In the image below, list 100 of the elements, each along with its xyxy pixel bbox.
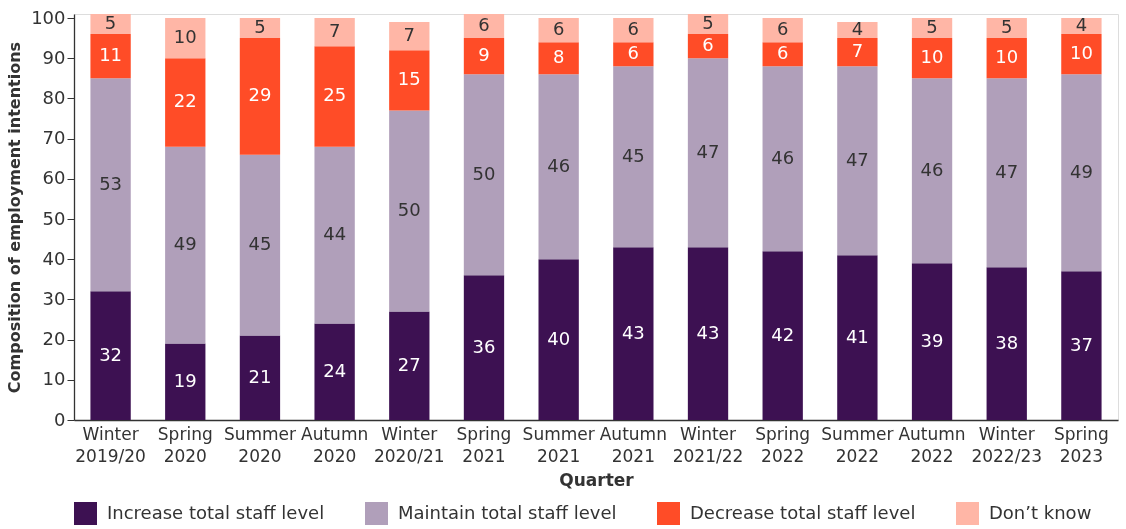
legend-label: Don’t know xyxy=(989,501,1092,523)
x-tick-label: Spring 2023 xyxy=(1053,423,1109,466)
x-tick-label: Winter 2022/23 xyxy=(971,423,1043,466)
y-tick-label: 0 xyxy=(54,408,66,430)
bar xyxy=(762,42,803,67)
bar xyxy=(613,42,654,67)
data-label: 6 xyxy=(776,18,789,40)
data-label: 42 xyxy=(771,323,795,345)
data-label: 7 xyxy=(403,24,416,46)
x-tick-label: Spring 2021 xyxy=(456,423,512,466)
data-label: 5 xyxy=(702,12,714,34)
data-label: 6 xyxy=(478,14,490,36)
bar xyxy=(90,291,131,420)
data-label: 10 xyxy=(1069,42,1093,64)
bar xyxy=(90,14,131,35)
bar xyxy=(837,38,878,67)
bar xyxy=(389,50,430,111)
data-label: 6 xyxy=(627,18,640,40)
y-tick-label: 90 xyxy=(42,46,66,68)
data-label: 10 xyxy=(995,46,1019,68)
bar xyxy=(762,18,803,43)
data-label: 5 xyxy=(1001,16,1013,38)
data-label: 49 xyxy=(1069,160,1093,182)
legend-label: Maintain total staff level xyxy=(398,501,617,523)
bar xyxy=(538,74,579,260)
y-tick-label: 50 xyxy=(42,207,66,229)
bar xyxy=(538,259,579,420)
data-label: 19 xyxy=(173,369,197,391)
data-label: 49 xyxy=(173,233,197,255)
x-tick-label: Spring 2022 xyxy=(755,423,811,466)
data-label: 22 xyxy=(173,90,197,112)
data-label: 40 xyxy=(547,327,571,349)
x-tick-label: Winter 2021/22 xyxy=(672,423,744,466)
x-tick-label: Summer 2021 xyxy=(522,423,595,466)
bar xyxy=(1061,34,1102,75)
data-label: 5 xyxy=(104,12,117,34)
data-label: 5 xyxy=(254,16,266,38)
data-label: 7 xyxy=(851,40,864,62)
bar xyxy=(837,66,878,256)
bar xyxy=(687,247,729,420)
bar xyxy=(463,38,505,75)
x-tick-label: Autumn 2020 xyxy=(301,423,369,466)
data-label: 4 xyxy=(1075,14,1088,36)
y-tick-label: 100 xyxy=(31,6,66,28)
bar xyxy=(463,275,505,420)
data-label: 6 xyxy=(776,42,789,64)
x-tick-label: Winter 2019/20 xyxy=(75,423,146,466)
legend-label: Increase total staff level xyxy=(107,501,325,523)
x-tick-label: Spring 2020 xyxy=(157,423,213,466)
bar xyxy=(389,22,430,51)
data-label: 53 xyxy=(99,172,123,194)
bar xyxy=(613,247,654,420)
data-label: 4 xyxy=(851,18,864,40)
data-label: 6 xyxy=(627,42,640,64)
legend-label: Decrease total staff level xyxy=(690,501,916,523)
x-axis-title: Quarter xyxy=(559,469,635,490)
bar xyxy=(389,110,430,312)
bar xyxy=(911,78,953,264)
bar xyxy=(1061,74,1102,272)
bar xyxy=(911,18,953,39)
data-label: 25 xyxy=(323,84,347,106)
bar xyxy=(239,154,281,336)
data-label: 45 xyxy=(621,144,645,166)
bar xyxy=(762,66,803,252)
y-tick-label: 60 xyxy=(42,167,66,189)
data-label: 29 xyxy=(248,84,272,106)
bar xyxy=(165,18,206,59)
bar xyxy=(314,46,355,147)
data-label: 21 xyxy=(248,365,272,387)
data-label: 37 xyxy=(1069,333,1093,355)
y-tick-label: 20 xyxy=(42,328,66,350)
bar xyxy=(986,267,1027,420)
data-label: 46 xyxy=(771,146,795,168)
y-axis-title: Composition of employment intentions xyxy=(5,41,25,394)
data-label: 50 xyxy=(397,198,421,220)
bar xyxy=(538,42,579,75)
data-label: 6 xyxy=(702,34,714,56)
data-label: 50 xyxy=(472,162,496,184)
bar xyxy=(165,58,206,147)
data-label: 8 xyxy=(552,46,565,68)
x-tick-label: Winter 2020/21 xyxy=(373,423,445,466)
data-label: 43 xyxy=(696,321,720,343)
data-label: 45 xyxy=(248,233,272,255)
data-label: 6 xyxy=(552,18,565,40)
data-label: 24 xyxy=(323,359,347,381)
data-label: 39 xyxy=(920,329,944,351)
bar xyxy=(239,18,281,39)
data-label: 32 xyxy=(99,343,123,365)
bar xyxy=(463,74,505,276)
data-label: 38 xyxy=(995,331,1019,353)
y-tick-label: 10 xyxy=(42,368,66,390)
data-label: 41 xyxy=(845,325,869,347)
bar xyxy=(762,251,803,420)
bar xyxy=(1061,271,1102,420)
data-label: 11 xyxy=(99,44,123,66)
bar xyxy=(687,14,729,35)
bar xyxy=(837,255,878,420)
bar xyxy=(986,38,1027,79)
bar xyxy=(687,34,729,59)
data-label: 44 xyxy=(323,223,347,245)
